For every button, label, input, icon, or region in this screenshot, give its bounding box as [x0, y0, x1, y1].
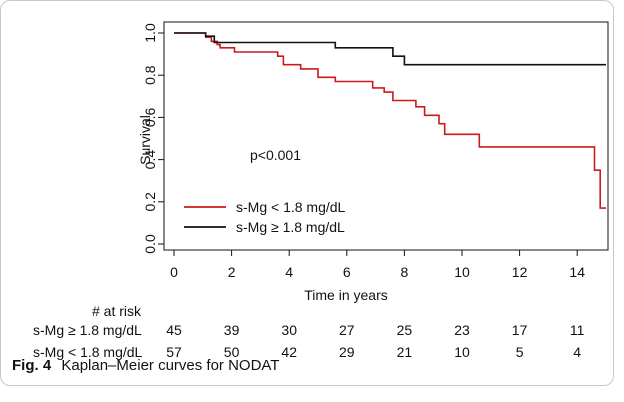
x-tick-label: 4: [285, 264, 293, 280]
risk-count: 29: [339, 344, 355, 360]
axes: 0 2 4 6 8 10 12 14 0.0 0.2 0.4 0.6 0.8 1.0: [142, 21, 609, 280]
risk-count: 10: [454, 344, 470, 360]
y-tick-label: 0.6: [142, 107, 158, 127]
x-tick-label: 2: [228, 264, 236, 280]
y-tick-label: 0.2: [142, 192, 158, 212]
survival-curves: [174, 32, 606, 209]
y-tick-label: 0.4: [142, 150, 158, 170]
risk-count: 11: [570, 322, 585, 338]
risk-count: 4: [573, 344, 581, 360]
y-tick-label: 1.0: [142, 23, 158, 43]
figure-label: Fig. 4: [12, 357, 52, 374]
risk-row-label: s-Mg < 1.8 mg/dL: [33, 344, 143, 360]
survival-curve-1: [174, 32, 606, 209]
x-tick-label: 0: [170, 264, 178, 280]
risk-row-label: s-Mg ≥ 1.8 mg/dL: [33, 322, 142, 338]
risk-count: 23: [454, 322, 470, 338]
y-tick-label: 0.0: [142, 234, 158, 254]
risk-count: 5: [516, 344, 524, 360]
risk-count: 42: [281, 344, 297, 360]
risk-count: 27: [339, 322, 355, 338]
x-tick-label: 12: [512, 264, 528, 280]
survival-curve-2: [174, 32, 606, 66]
caption-text: Kaplan–Meier curves for NODAT: [61, 357, 280, 374]
legend-label: s-Mg ≥ 1.8 mg/dL: [236, 219, 345, 235]
y-axis-label: Survival: [137, 115, 153, 165]
risk-count: 25: [397, 322, 413, 338]
figure-caption: Fig. 4 Kaplan–Meier curves for NODAT: [12, 357, 279, 374]
x-axis-label: Time in years: [304, 287, 388, 303]
x-tick-label: 6: [343, 264, 351, 280]
y-tick-label: 0.8: [142, 65, 158, 85]
legend-label: s-Mg < 1.8 mg/dL: [236, 199, 346, 215]
risk-count: 30: [281, 322, 297, 338]
risk-count: 50: [224, 344, 240, 360]
x-tick-label: 14: [569, 264, 585, 280]
risk-count: 21: [397, 344, 413, 360]
risk-count: 17: [512, 322, 528, 338]
legend: s-Mg < 1.8 mg/dL s-Mg ≥ 1.8 mg/dL: [184, 199, 346, 235]
x-tick-label: 10: [454, 264, 470, 280]
risk-count: 45: [166, 322, 182, 338]
plot-frame: [163, 21, 609, 251]
risk-table-heading: # at risk: [92, 303, 142, 319]
risk-count: 39: [224, 322, 240, 338]
risk-count: 57: [166, 344, 182, 360]
x-tick-label: 8: [401, 264, 409, 280]
p-value-annotation: p<0.001: [250, 147, 301, 163]
